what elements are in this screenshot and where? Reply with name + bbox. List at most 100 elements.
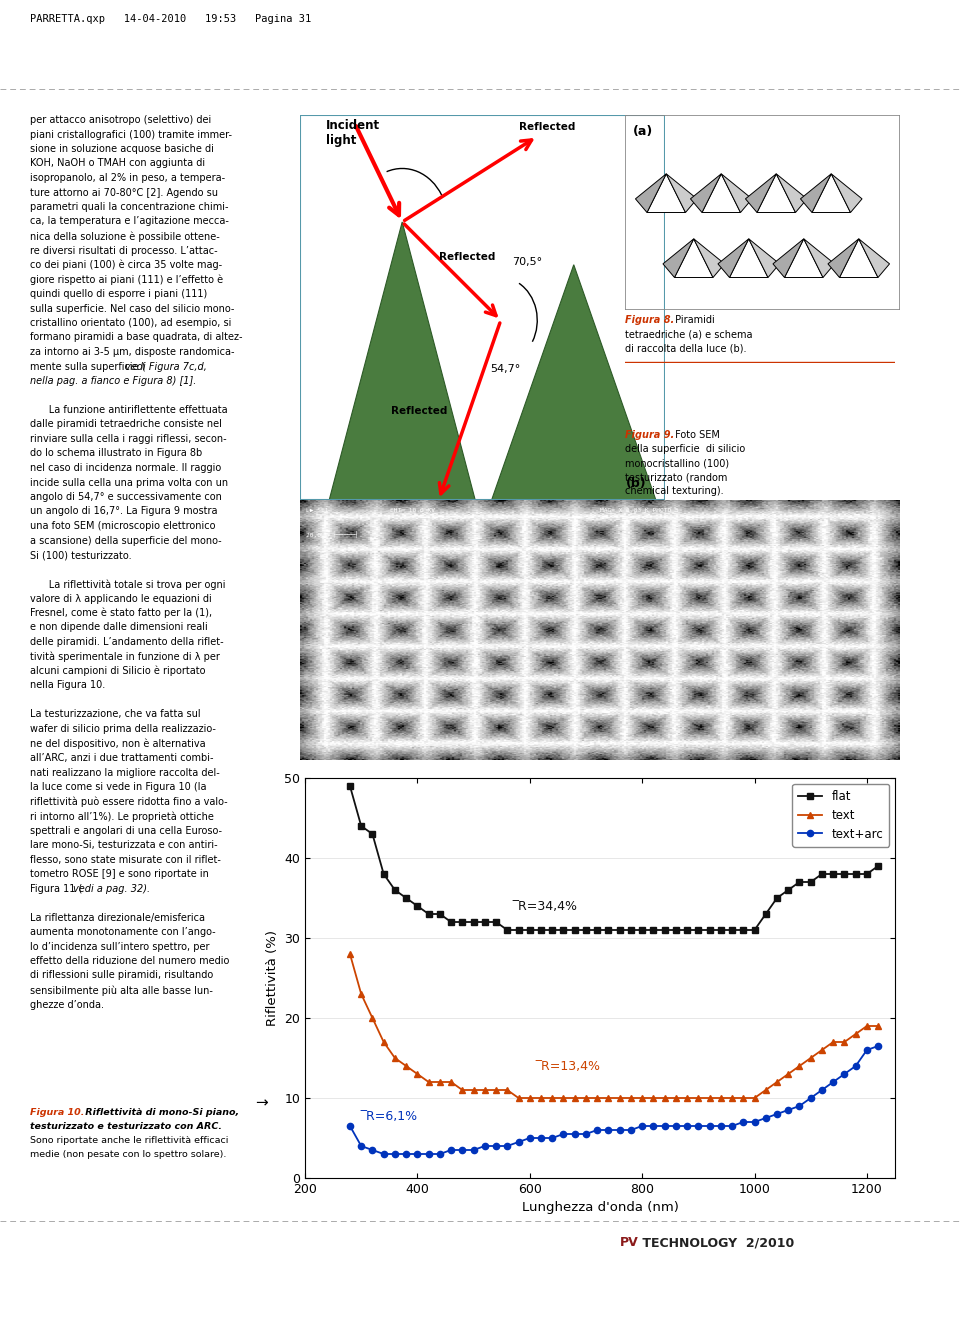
text+arc (648, 1118, 660, 1133)
Text: aumenta monotonamente con l’ango-: aumenta monotonamente con l’ango- (30, 927, 216, 937)
text (727, 1090, 738, 1106)
Text: di raccolta della luce (b).: di raccolta della luce (b). (625, 343, 747, 353)
text+arc (760, 1110, 772, 1126)
text (468, 1082, 479, 1098)
text+arc (682, 1118, 693, 1133)
flat (422, 905, 434, 921)
flat (804, 874, 816, 890)
text+arc (546, 1130, 558, 1145)
text+arc (434, 1147, 445, 1162)
Text: rinviare sulla cella i raggi riflessi, secon-: rinviare sulla cella i raggi riflessi, s… (30, 434, 227, 444)
text (670, 1090, 682, 1106)
text (760, 1082, 772, 1098)
text (715, 1090, 727, 1106)
Text: re diversi risultati di processo. L’attac-: re diversi risultati di processo. L’atta… (30, 245, 218, 256)
Text: lo d’incidenza sull’intero spettro, per: lo d’incidenza sull’intero spettro, per (30, 941, 209, 952)
flat (457, 915, 468, 931)
Text: una foto SEM (microscopio elettronico: una foto SEM (microscopio elettronico (30, 521, 215, 531)
text+arc (412, 1147, 423, 1162)
text (457, 1082, 468, 1098)
flat (682, 923, 693, 938)
flat (569, 923, 581, 938)
Text: mente sulla superficie (: mente sulla superficie ( (30, 361, 146, 372)
Text: Reflected: Reflected (439, 252, 495, 262)
text (816, 1043, 828, 1058)
text (546, 1090, 558, 1106)
text+arc (580, 1126, 591, 1141)
text (524, 1090, 536, 1106)
Text: della superficie  di silicio: della superficie di silicio (625, 444, 745, 453)
Text: e non dipende dalle dimensioni reali: e non dipende dalle dimensioni reali (30, 622, 207, 633)
Line: text: text (347, 950, 881, 1101)
text+arc (603, 1122, 614, 1137)
Text: ̅R=13,4%: ̅R=13,4% (541, 1060, 600, 1073)
text+arc (749, 1114, 760, 1130)
text (613, 1090, 625, 1106)
Line: flat: flat (347, 783, 881, 933)
Text: chemical texturing).: chemical texturing). (625, 486, 724, 496)
text+arc (468, 1143, 479, 1159)
text+arc (378, 1147, 390, 1162)
flat (828, 866, 839, 882)
Text: riflettività può essere ridotta fino a valo-: riflettività può essere ridotta fino a v… (30, 796, 228, 807)
flat (861, 866, 873, 882)
flat (345, 778, 356, 793)
text (749, 1090, 760, 1106)
Text: dalle piramidi tetraedriche consiste nel: dalle piramidi tetraedriche consiste nel (30, 419, 222, 430)
Text: La riflettanza direzionale/emisferica: La riflettanza direzionale/emisferica (30, 912, 205, 923)
Text: do lo schema illustrato in Figura 8b: do lo schema illustrato in Figura 8b (30, 448, 203, 459)
text (771, 1074, 782, 1090)
Text: MAG= X 1.83 K PHOTO 5: MAG= X 1.83 K PHOTO 5 (600, 507, 679, 513)
text (850, 1027, 861, 1043)
Text: medie (non pesate con lo spettro solare).: medie (non pesate con lo spettro solare)… (30, 1151, 227, 1159)
flat (850, 866, 861, 882)
Text: Reflected: Reflected (519, 123, 575, 132)
Text: La testurizzazione, che va fatta sul: La testurizzazione, che va fatta sul (30, 709, 201, 720)
flat (412, 898, 423, 913)
text (625, 1090, 636, 1106)
Polygon shape (831, 174, 862, 212)
text+arc (558, 1126, 569, 1141)
Text: Foto SEM: Foto SEM (672, 430, 720, 440)
text+arc (873, 1039, 884, 1054)
flat (603, 923, 614, 938)
text+arc (670, 1118, 682, 1133)
Text: testurizzato e testurizzato con ARC.: testurizzato e testurizzato con ARC. (30, 1122, 222, 1131)
text+arc (782, 1102, 794, 1118)
Polygon shape (492, 265, 656, 500)
flat (613, 923, 625, 938)
Text: incide sulla cella una prima volta con un: incide sulla cella una prima volta con u… (30, 477, 228, 488)
flat (501, 923, 513, 938)
text+arc (591, 1122, 603, 1137)
flat (794, 874, 805, 890)
Polygon shape (721, 174, 752, 212)
text (367, 1010, 378, 1025)
Text: ̅R=6,1%: ̅R=6,1% (367, 1110, 418, 1123)
text (536, 1090, 547, 1106)
Text: sulla superficie. Nel caso del silicio mono-: sulla superficie. Nel caso del silicio m… (30, 303, 234, 314)
flat (445, 915, 457, 931)
text (804, 1050, 816, 1066)
Text: ̅R=34,4%: ̅R=34,4% (518, 900, 578, 913)
text (828, 1035, 839, 1050)
Line: text+arc: text+arc (347, 1043, 881, 1157)
Text: nella pag. a fianco e Figura 8) [1].: nella pag. a fianco e Figura 8) [1]. (30, 376, 197, 386)
flat (625, 923, 636, 938)
flat (760, 905, 772, 921)
Text: Reflected: Reflected (392, 406, 447, 416)
Text: ghezze d’onda.: ghezze d’onda. (30, 999, 104, 1010)
flat (659, 923, 670, 938)
Text: Fresnel, come è stato fatto per la (1),: Fresnel, come è stato fatto per la (1), (30, 608, 212, 618)
text (569, 1090, 581, 1106)
text+arc (636, 1118, 648, 1133)
text+arc (659, 1118, 670, 1133)
text+arc (345, 1118, 356, 1133)
flat (670, 923, 682, 938)
Text: Sono riportate anche le riflettività efficaci: Sono riportate anche le riflettività eff… (30, 1136, 228, 1145)
text (648, 1090, 660, 1106)
Text: KOH, NaOH o TMAH con aggiunta di: KOH, NaOH o TMAH con aggiunta di (30, 158, 205, 169)
text+arc (536, 1130, 547, 1145)
flat (400, 890, 412, 905)
text+arc (861, 1043, 873, 1058)
Text: Piramidi: Piramidi (672, 315, 715, 326)
